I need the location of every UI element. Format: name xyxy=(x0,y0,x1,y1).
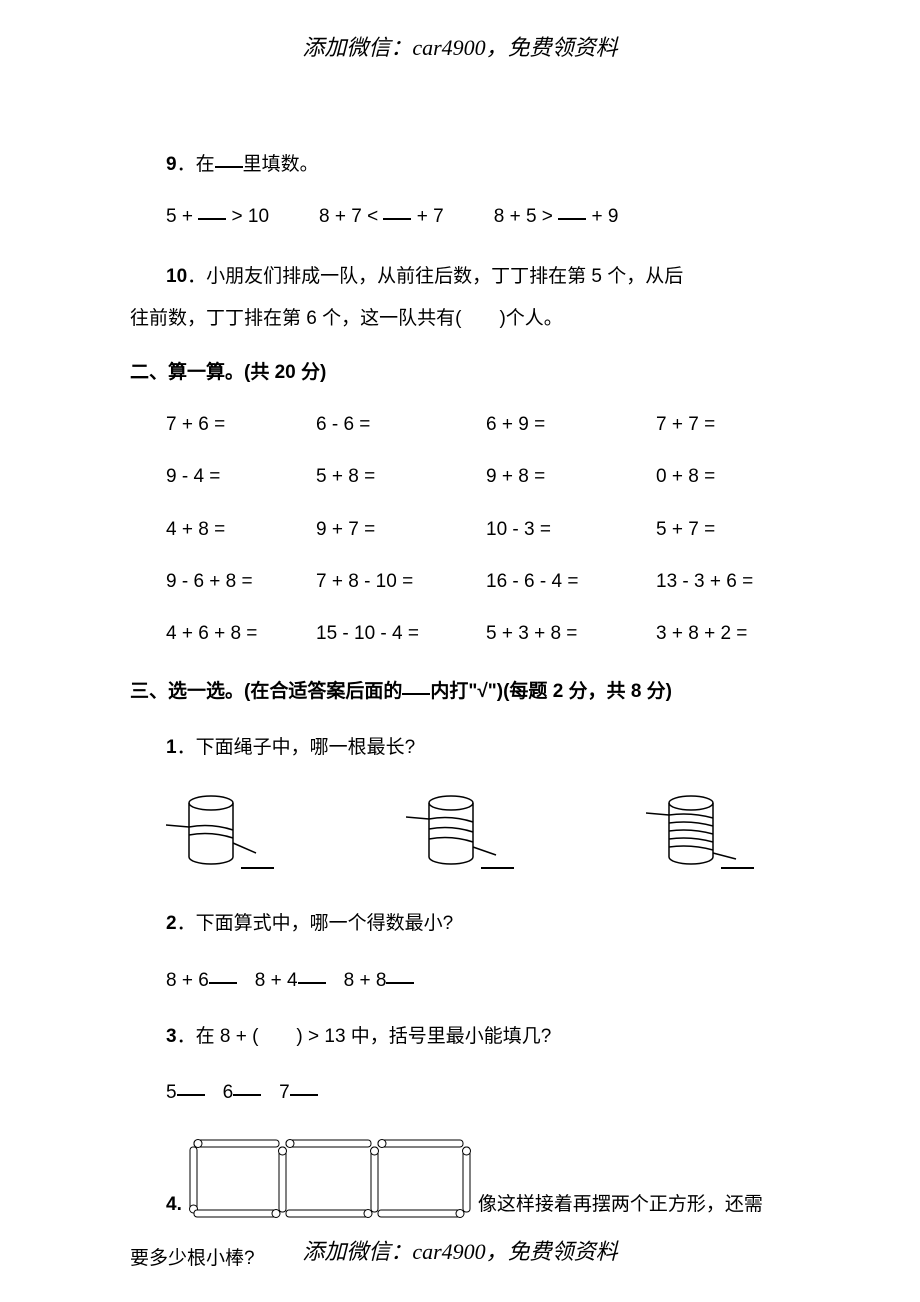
s3-q2-text: ．下面算式中，哪一个得数最小? xyxy=(177,913,454,934)
calc-cell: 6 - 6 = xyxy=(316,408,486,442)
calc-row-2: 4 + 8 = 9 + 7 = 10 - 3 = 5 + 7 = xyxy=(130,513,830,547)
calc-cell: 3 + 8 + 2 = xyxy=(656,617,806,651)
calc-cell: 9 - 4 = xyxy=(166,460,316,494)
q9-expressions: 5 + > 10 8 + 7 < + 7 8 + 5 > + 9 xyxy=(130,200,830,234)
s3-q3-o3: 7 xyxy=(279,1082,290,1103)
s3-q1-text: ．下面绳子中，哪一根最长? xyxy=(177,737,416,758)
question-10: 10．小朋友们排成一队，从前往后数，丁丁排在第 5 个，从后 xyxy=(130,256,830,298)
footer-text: 添加微信：car4900，免费领资料 xyxy=(302,1239,617,1264)
page-header: 添加微信：car4900，免费领资料 xyxy=(0,0,920,98)
calc-cell: 9 + 8 = xyxy=(486,460,656,494)
question-10-cont: 往前数，丁丁排在第 6 个，这一队共有( )个人。 xyxy=(130,302,830,336)
s3-q2-o1: 8 + 6 xyxy=(166,970,209,991)
blank xyxy=(386,968,414,984)
q9-e2b: + 7 xyxy=(417,206,444,227)
calc-cell: 15 - 10 - 4 = xyxy=(316,617,486,651)
calc-row-3: 9 - 6 + 8 = 7 + 8 - 10 = 16 - 6 - 4 = 13… xyxy=(130,565,830,599)
calc-cell: 7 + 6 = xyxy=(166,408,316,442)
s3-q3: 3．在 8 + ( ) > 13 中，括号里最小能填几? xyxy=(130,1020,830,1054)
q10-text: ．小朋友们排成一队，从前往后数，丁丁排在第 5 个，从后 xyxy=(187,266,683,287)
q9-text: ．在 xyxy=(177,154,215,175)
calc-cell: 7 + 8 - 10 = xyxy=(316,565,486,599)
blank xyxy=(215,151,243,167)
blank xyxy=(177,1080,205,1096)
calc-cell: 5 + 8 = xyxy=(316,460,486,494)
blank xyxy=(209,968,237,984)
q9-e1a: 5 + xyxy=(166,206,193,227)
s3-q3-text: ．在 8 + ( ) > 13 中，括号里最小能填几? xyxy=(177,1026,552,1047)
q10-text2: 往前数，丁丁排在第 6 个，这一队共有( )个人。 xyxy=(130,308,563,329)
cylinder-3 xyxy=(646,785,766,885)
question-9: 9．在 里填数。 xyxy=(130,148,830,182)
s3-q3-o1: 5 xyxy=(166,1082,177,1103)
cylinder-row xyxy=(130,785,830,885)
calc-row-4: 4 + 6 + 8 = 15 - 10 - 4 = 5 + 3 + 8 = 3 … xyxy=(130,617,830,651)
q9-text2: 里填数。 xyxy=(243,154,319,175)
main-content: 9．在 里填数。 5 + > 10 8 + 7 < + 7 8 + 5 > + 9 1… xyxy=(0,148,920,1277)
section-2-heading: 二、算一算。(共 20 分) xyxy=(130,356,830,390)
q9-e3b: + 9 xyxy=(591,206,618,227)
s3-q2-o2: 8 + 4 xyxy=(255,970,298,991)
page-footer: 添加微信：car4900，免费领资料 xyxy=(0,1232,920,1272)
calc-row-1: 9 - 4 = 5 + 8 = 9 + 8 = 0 + 8 = xyxy=(130,460,830,494)
calc-cell: 9 - 6 + 8 = xyxy=(166,565,316,599)
calc-row-0: 7 + 6 = 6 - 6 = 6 + 9 = 7 + 7 = xyxy=(130,408,830,442)
s3-q1-num: 1 xyxy=(166,737,177,758)
calc-cell: 9 + 7 = xyxy=(316,513,486,547)
calc-cell: 5 + 3 + 8 = xyxy=(486,617,656,651)
q9-e3a: 8 + 5 > xyxy=(494,206,553,227)
cylinder-2 xyxy=(406,785,526,885)
calc-cell: 4 + 6 + 8 = xyxy=(166,617,316,651)
s3-q2-num: 2 xyxy=(166,913,177,934)
blank xyxy=(558,204,586,220)
q9-e2a: 8 + 7 < xyxy=(319,206,378,227)
s3-q2-o3: 8 + 8 xyxy=(344,970,387,991)
blank xyxy=(383,204,411,220)
cylinder-1 xyxy=(166,785,286,885)
s3-heading-b: 内打"√")(每题 2 分，共 8 分) xyxy=(430,681,672,702)
calc-cell: 16 - 6 - 4 = xyxy=(486,565,656,599)
blank xyxy=(198,204,226,220)
calc-cell: 7 + 7 = xyxy=(656,408,806,442)
calc-cell: 5 + 7 = xyxy=(656,513,806,547)
matchstick-squares-icon xyxy=(184,1132,474,1222)
s3-q4-text: 像这样接着再摆两个正方形，还需 xyxy=(478,1188,763,1222)
blank xyxy=(298,968,326,984)
calc-cell: 0 + 8 = xyxy=(656,460,806,494)
s3-q3-o2: 6 xyxy=(223,1082,234,1103)
q9-e1b: > 10 xyxy=(232,206,270,227)
s3-q3-num: 3 xyxy=(166,1026,177,1047)
s3-q4-num: 4. xyxy=(166,1188,182,1222)
q10-num: 10 xyxy=(166,266,187,287)
calc-cell: 4 + 8 = xyxy=(166,513,316,547)
s3-q2-opts: 8 + 6 8 + 4 8 + 8 xyxy=(130,964,830,998)
s3-q3-opts: 5 6 7 xyxy=(130,1076,830,1110)
blank xyxy=(290,1080,318,1096)
s3-q4: 4. 像这样接着再摆两个正方形，还需 xyxy=(130,1132,830,1222)
q9-num: 9 xyxy=(166,154,177,175)
s3-heading-a: 三、选一选。(在合适答案后面的 xyxy=(130,681,402,702)
section-3-heading: 三、选一选。(在合适答案后面的 内打"√")(每题 2 分，共 8 分) xyxy=(130,675,830,709)
s3-q1: 1．下面绳子中，哪一根最长? xyxy=(130,731,830,765)
calc-cell: 13 - 3 + 6 = xyxy=(656,565,806,599)
s3-q2: 2．下面算式中，哪一个得数最小? xyxy=(130,907,830,941)
blank xyxy=(233,1080,261,1096)
header-text: 添加微信：car4900，免费领资料 xyxy=(302,35,617,60)
calc-cell: 6 + 9 = xyxy=(486,408,656,442)
calc-cell: 10 - 3 = xyxy=(486,513,656,547)
blank xyxy=(402,679,430,695)
